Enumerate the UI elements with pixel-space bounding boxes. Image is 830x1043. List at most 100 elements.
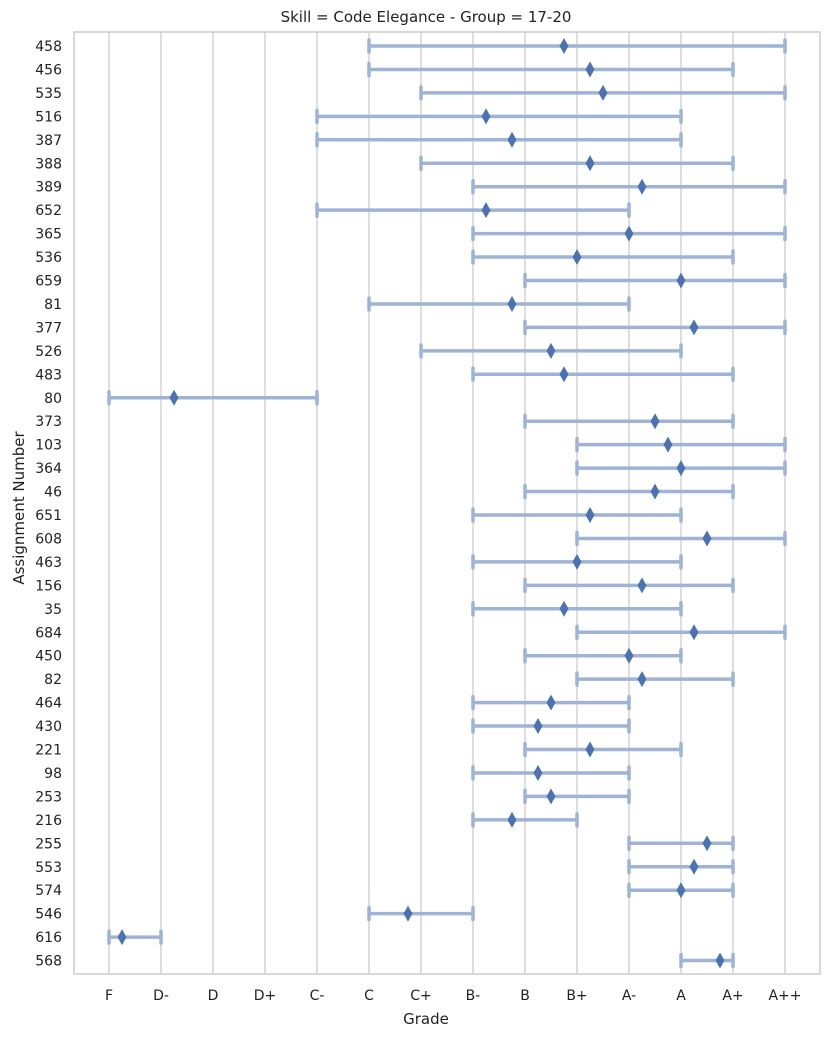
mean-marker [559, 366, 569, 383]
y-tick-label: 81 [44, 297, 62, 313]
y-tick-label: 568 [35, 954, 62, 970]
y-tick-label: 373 [35, 414, 62, 430]
mean-marker [650, 483, 660, 500]
mean-marker [585, 155, 595, 172]
x-tick-label: A++ [768, 988, 801, 1004]
mean-marker [533, 764, 543, 781]
mean-marker [637, 671, 647, 688]
mean-marker [403, 905, 413, 922]
mean-marker [533, 718, 543, 735]
mean-marker [117, 929, 127, 946]
y-tick-label: 684 [35, 625, 62, 641]
mean-marker [572, 249, 582, 266]
mean-marker [598, 84, 608, 101]
plot-frame [73, 31, 821, 975]
y-tick-label: 526 [35, 344, 62, 360]
marker-layer [117, 38, 725, 969]
y-tick-label: 659 [35, 274, 62, 290]
y-tick-label: 516 [35, 109, 62, 125]
mean-marker [689, 858, 699, 875]
y-tick-label: 430 [35, 719, 62, 735]
y-tick-label: 651 [35, 508, 62, 524]
y-tick-label: 377 [35, 320, 62, 336]
y-tick-label: 364 [35, 461, 62, 477]
mean-marker [507, 295, 517, 312]
y-tick-label: 255 [35, 836, 62, 852]
y-tick-label: 536 [35, 250, 62, 266]
x-tick-label: D- [153, 988, 169, 1004]
mean-marker [689, 624, 699, 641]
mean-marker [559, 600, 569, 617]
y-tick-label: 365 [35, 227, 62, 243]
mean-marker [585, 741, 595, 758]
mean-marker [546, 788, 556, 805]
y-tick-label: 387 [35, 133, 62, 149]
mean-marker [546, 342, 556, 359]
mean-marker [650, 413, 660, 430]
mean-marker [689, 319, 699, 336]
y-tick-label: 456 [35, 62, 62, 78]
y-tick-label: 46 [44, 485, 62, 501]
x-tick-label: D [208, 988, 219, 1004]
mean-marker [624, 647, 634, 664]
x-tick-label: A+ [722, 988, 743, 1004]
x-tick-label: D+ [254, 988, 277, 1004]
x-tick-label: C+ [410, 988, 432, 1004]
x-tick-label: A [676, 988, 686, 1004]
x-tick-labels: F D- D D+ C- C C+ B- B B+ A- A A+ A++ [105, 988, 802, 1004]
mean-marker [585, 507, 595, 523]
y-axis-label: Assignment Number [10, 430, 28, 584]
mean-marker [676, 272, 686, 289]
x-tick-label: C [364, 988, 374, 1004]
y-tick-label: 546 [35, 907, 62, 923]
mean-marker [572, 553, 582, 570]
y-tick-label: 608 [35, 531, 62, 547]
y-tick-label: 82 [44, 672, 62, 688]
x-tick-label: A- [622, 988, 636, 1004]
y-tick-label: 450 [35, 649, 62, 665]
x-tick-label: B- [466, 988, 481, 1004]
y-tick-label: 652 [35, 203, 62, 219]
y-tick-labels: 458 456 535 516 387 388 389 652 365 536 659 81 377 52… [35, 39, 62, 970]
y-tick-label: 35 [44, 602, 62, 618]
mean-marker [559, 38, 569, 54]
mean-marker [715, 952, 725, 969]
mean-marker [624, 225, 634, 242]
mean-marker [481, 202, 491, 219]
mean-marker [676, 882, 686, 899]
frame-layer [73, 31, 821, 975]
y-tick-label: 389 [35, 180, 62, 196]
mean-marker [169, 389, 179, 406]
y-tick-label: 98 [44, 766, 62, 782]
mean-marker [546, 694, 556, 711]
y-tick-label: 103 [35, 438, 62, 454]
mean-marker [702, 530, 712, 547]
x-axis-label: Grade [403, 1010, 449, 1028]
y-tick-label: 458 [35, 39, 62, 55]
mean-marker [507, 811, 517, 828]
y-tick-label: 483 [35, 367, 62, 383]
y-tick-label: 553 [35, 860, 62, 876]
mean-marker [702, 835, 712, 852]
mean-marker [676, 460, 686, 477]
mean-marker [585, 61, 595, 78]
x-tick-label: F [105, 988, 113, 1004]
x-tick-label: B+ [566, 988, 587, 1004]
mean-marker [507, 131, 517, 148]
mean-marker [637, 178, 647, 195]
y-tick-label: 463 [35, 555, 62, 571]
y-tick-label: 464 [35, 696, 62, 712]
grid-layer [108, 32, 786, 974]
mean-marker [637, 577, 647, 594]
y-tick-label: 221 [35, 743, 62, 759]
y-tick-label: 80 [44, 391, 62, 407]
mean-marker [481, 108, 491, 125]
y-tick-label: 253 [35, 789, 62, 805]
y-tick-label: 388 [35, 156, 62, 172]
x-tick-label: B [520, 988, 530, 1004]
y-tick-label: 216 [35, 813, 62, 829]
y-tick-label: 574 [35, 883, 62, 899]
mean-marker [663, 436, 673, 453]
